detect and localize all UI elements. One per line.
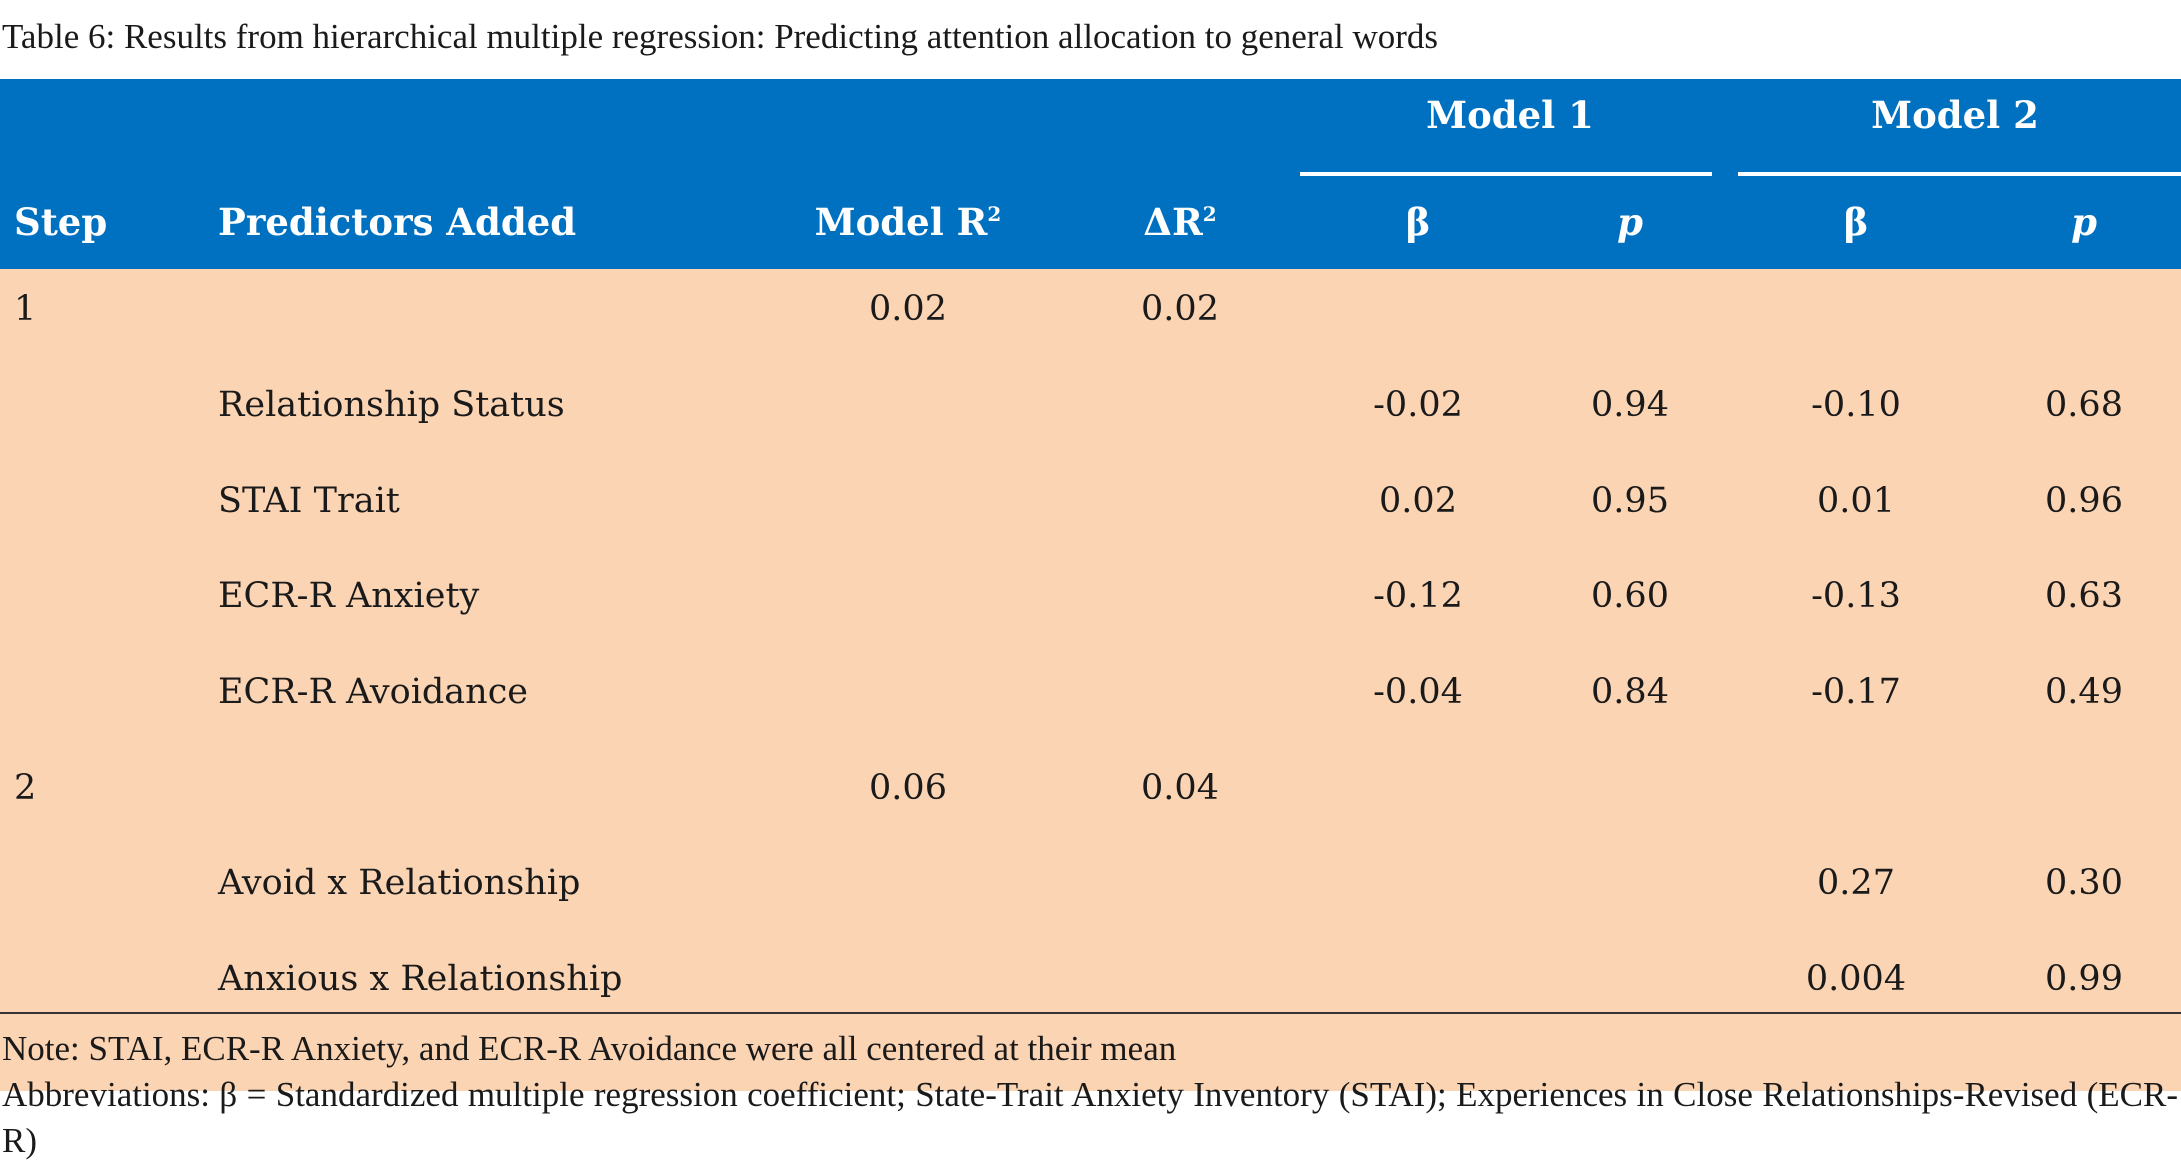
cell-m1-beta: -0.02 bbox=[1373, 385, 1463, 425]
cell-step: 1 bbox=[14, 289, 37, 329]
cell-m2-p: 0.99 bbox=[2045, 959, 2123, 999]
cell-model-r2 bbox=[808, 556, 1008, 650]
cell-delta-r2 bbox=[1080, 556, 1280, 650]
cell-m1-beta bbox=[1318, 269, 1518, 363]
cell-m2-beta: 0.27 bbox=[1817, 863, 1895, 903]
col-m1-p-header: p bbox=[1617, 200, 1643, 244]
model-1-header: Model 1 bbox=[1426, 93, 1594, 137]
cell-m2-p: 0.68 bbox=[2045, 385, 2123, 425]
cell-model-r2: 0.02 bbox=[869, 289, 947, 329]
cell-m2-p: 0.30 bbox=[2045, 863, 2123, 903]
cell-m2-beta: -0.13 bbox=[1811, 576, 1901, 616]
table-row: 2 0.06 0.04 bbox=[0, 748, 2181, 842]
cell-m1-beta bbox=[1318, 843, 1518, 937]
cell-m1-beta bbox=[1318, 748, 1518, 842]
table-note: Note: STAI, ECR-R Anxiety, and ECR-R Avo… bbox=[2, 1029, 1177, 1068]
cell-predictor: STAI Trait bbox=[218, 481, 400, 521]
cell-model-r2 bbox=[808, 652, 1008, 746]
col-delta-r2-header: ΔR2 bbox=[1143, 200, 1217, 244]
cell-delta-r2: 0.02 bbox=[1141, 289, 1219, 329]
table-bottom-rule bbox=[0, 1012, 2181, 1014]
cell-model-r2 bbox=[808, 461, 1008, 555]
table-row: 1 0.02 0.02 bbox=[0, 269, 2181, 363]
cell-model-r2 bbox=[808, 843, 1008, 937]
cell-delta-r2 bbox=[1080, 939, 1280, 1033]
cell-m1-p bbox=[1530, 269, 1730, 363]
header-band-models bbox=[0, 79, 2181, 175]
cell-delta-r2 bbox=[1080, 843, 1280, 937]
cell-m1-beta: 0.02 bbox=[1379, 481, 1457, 521]
cell-delta-r2: 0.04 bbox=[1141, 768, 1219, 808]
cell-m1-p bbox=[1530, 939, 1730, 1033]
cell-m2-p bbox=[1984, 269, 2181, 363]
model-2-rule bbox=[1738, 172, 2181, 176]
cell-m2-p: 0.63 bbox=[2045, 576, 2123, 616]
table-row: ECR-R Avoidance -0.04 0.84 -0.17 0.49 bbox=[0, 652, 2181, 746]
cell-model-r2: 0.06 bbox=[869, 768, 947, 808]
col-m2-beta-header: β bbox=[1843, 200, 1869, 244]
model-1-rule bbox=[1300, 172, 1712, 176]
cell-m2-beta: 0.004 bbox=[1805, 959, 1907, 999]
table-body: 1 0.02 0.02 Relationship Status -0.02 0.… bbox=[0, 269, 2181, 1091]
cell-predictor: Avoid x Relationship bbox=[218, 863, 581, 903]
cell-step: 2 bbox=[14, 768, 37, 808]
col-step-header: Step bbox=[14, 200, 108, 244]
cell-m2-beta: -0.10 bbox=[1811, 385, 1901, 425]
col-model-r2-header: Model R2 bbox=[814, 200, 1002, 244]
cell-m1-p: 0.84 bbox=[1591, 672, 1669, 712]
cell-predictor: Relationship Status bbox=[218, 385, 565, 425]
table-row: Relationship Status -0.02 0.94 -0.10 0.6… bbox=[0, 365, 2181, 459]
cell-model-r2 bbox=[808, 939, 1008, 1033]
cell-m1-p: 0.94 bbox=[1591, 385, 1669, 425]
cell-m2-beta bbox=[1756, 748, 1956, 842]
table-row: Avoid x Relationship 0.27 0.30 bbox=[0, 843, 2181, 937]
table-row: ECR-R Anxiety -0.12 0.60 -0.13 0.63 bbox=[0, 556, 2181, 650]
cell-m2-beta bbox=[1756, 269, 1956, 363]
cell-m1-p: 0.60 bbox=[1591, 576, 1669, 616]
cell-m2-p bbox=[1984, 748, 2181, 842]
header-band-columns bbox=[0, 175, 2181, 269]
table-row: Anxious x Relationship 0.004 0.99 bbox=[0, 939, 2181, 1033]
table-abbreviations: Abbreviations: β = Standardized multiple… bbox=[2, 1075, 2178, 1160]
table-row: STAI Trait 0.02 0.95 0.01 0.96 bbox=[0, 461, 2181, 555]
cell-predictor: ECR-R Anxiety bbox=[218, 576, 480, 616]
cell-m1-beta: -0.12 bbox=[1373, 576, 1463, 616]
cell-predictor: ECR-R Avoidance bbox=[218, 672, 529, 712]
cell-m2-p: 0.49 bbox=[2045, 672, 2123, 712]
cell-m1-beta: -0.04 bbox=[1373, 672, 1463, 712]
cell-m2-p: 0.96 bbox=[2045, 481, 2123, 521]
cell-delta-r2 bbox=[1080, 365, 1280, 459]
cell-m1-p bbox=[1530, 748, 1730, 842]
cell-m1-p: 0.95 bbox=[1591, 481, 1669, 521]
cell-model-r2 bbox=[808, 365, 1008, 459]
cell-m2-beta: 0.01 bbox=[1817, 481, 1895, 521]
col-m2-p-header: p bbox=[2071, 200, 2097, 244]
cell-m1-p bbox=[1530, 843, 1730, 937]
cell-predictor: Anxious x Relationship bbox=[218, 959, 623, 999]
cell-delta-r2 bbox=[1080, 652, 1280, 746]
col-m1-beta-header: β bbox=[1405, 200, 1431, 244]
cell-m2-beta: -0.17 bbox=[1811, 672, 1901, 712]
col-predictors-header: Predictors Added bbox=[218, 200, 577, 244]
cell-delta-r2 bbox=[1080, 461, 1280, 555]
table-caption: Table 6: Results from hierarchical multi… bbox=[2, 17, 1439, 56]
model-2-header: Model 2 bbox=[1871, 93, 2039, 137]
cell-m1-beta bbox=[1318, 939, 1518, 1033]
